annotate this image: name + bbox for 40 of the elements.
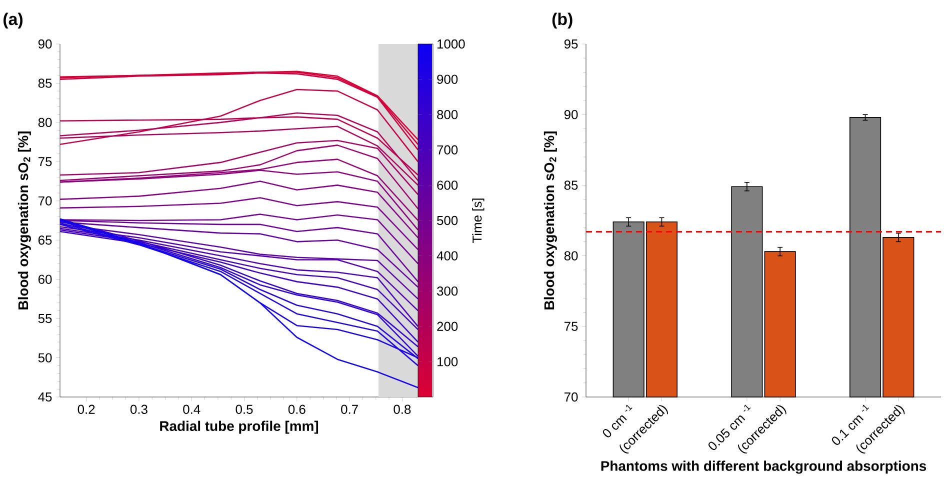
color-bar-label: 800	[437, 110, 458, 120]
y-tick-label: 70	[38, 196, 52, 206]
y-tick-label: 80	[564, 251, 578, 260]
color-bar-label: 500	[437, 216, 458, 226]
y-tick-label: 65	[38, 236, 52, 245]
color-bar-label: 300	[437, 286, 458, 296]
color-bar-label: 600	[437, 180, 458, 190]
chart-title: (b)	[552, 12, 572, 28]
y-tick-label: 55	[38, 314, 52, 324]
y-tick-label: 95	[564, 39, 578, 49]
y-tick-label: 80	[38, 118, 52, 128]
y-tick-label: 85	[564, 180, 578, 190]
y-tick-label: 90	[38, 39, 52, 49]
color-bar-label: 700	[437, 145, 458, 154]
color-bar-label: 100	[438, 357, 458, 366]
x-tick-label: 0.3	[130, 404, 148, 414]
chart-title: (a)	[4, 12, 23, 28]
x-axis-title: Phantoms with different background absorptions	[601, 460, 926, 474]
y-tick-label: 90	[564, 110, 578, 120]
x-tick-label: 0.4	[183, 404, 200, 414]
y-tick-label: 75	[38, 157, 52, 166]
y-tick-label: 75	[564, 322, 578, 331]
y-tick-label: 70	[564, 392, 578, 402]
y-tick-label: 50	[38, 353, 52, 362]
y-axis-title: Blood oxygenation sO$_{2}$ [%]	[544, 132, 557, 310]
color-bar-label: 1000	[438, 39, 465, 49]
x-axis-title: Radial tube profile [mm]	[160, 420, 318, 434]
x-tick-label: 0.8	[394, 404, 411, 414]
y-tick-label: 45	[38, 392, 52, 402]
x-tick-label: 0.6	[288, 404, 306, 414]
x-tick-label: 0.5	[236, 404, 253, 414]
color-bar-label: 900	[437, 74, 458, 84]
x-tick-label: 0.7	[341, 404, 358, 414]
color-bar-label: 200	[437, 322, 458, 331]
y-tick-label: 60	[38, 274, 52, 284]
color-bar-title: Time [s]	[472, 198, 484, 243]
y-tick-label: 85	[38, 78, 52, 88]
x-tick-label: 0.2	[78, 404, 95, 414]
y-axis-title: Blood oxygenation sO$_{2}$ [%]	[18, 132, 31, 310]
color-bar-label: 400	[436, 251, 458, 260]
